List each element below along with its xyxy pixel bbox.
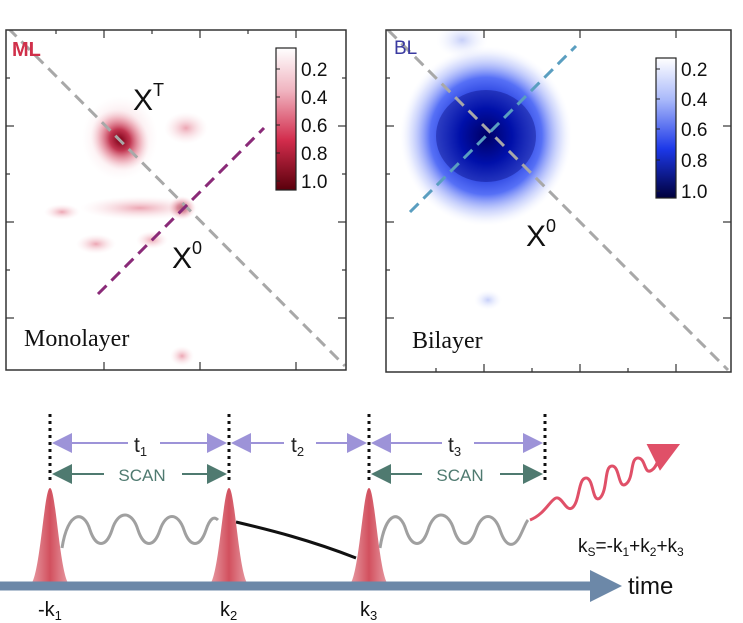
pulse-k3 [349,488,389,585]
svg-text:1.0: 1.0 [301,172,327,193]
pulse-k1 [30,488,70,585]
signal-equation: kS=-k1+k2+k3 [578,536,684,559]
time-label: time [628,573,673,600]
svg-text:0.8: 0.8 [681,151,707,172]
diagonal-line [7,30,346,368]
ml-tag: ML [12,39,41,61]
antidiagonal-line [96,126,266,296]
ml-colorbar [275,47,297,191]
t2-label: t2 [291,434,304,459]
bilayer-panel: BL X0 Bilayer 0.2 0.4 0.6 0.8 1.0 [385,29,732,373]
pulse-sequence: t1 t2 t3 SCAN SCAN time -k1 k2 k3 [0,414,684,623]
monolayer-panel: ML XT X0 Monolayer 0.2 0.4 0.6 0.8 1.0 [5,29,347,371]
coherence-oscillation-2 [378,513,530,549]
scan-label-1: SCAN [118,466,165,485]
monolayer-frame [5,29,347,371]
monolayer-caption: Monolayer [24,326,129,352]
svg-text:1.0: 1.0 [681,182,707,203]
monolayer-ticks [6,30,346,370]
pulse-k2 [209,488,249,585]
t3-label: t3 [448,434,461,459]
bilayer-map [386,30,730,372]
svg-text:0.4: 0.4 [681,90,708,111]
bl-diagonal-line [386,30,730,372]
signal-wave [529,443,681,522]
k2-label: k2 [220,599,237,623]
time-markers [48,414,547,484]
svg-text:0.2: 0.2 [301,60,327,81]
coherence-oscillation-1 [60,513,220,549]
svg-text:0.6: 0.6 [301,116,327,137]
bl-colorbar [655,57,677,199]
ml-colorbar-tickmarks [276,68,280,182]
monolayer-map [7,30,346,368]
bl-x0-label: X0 [526,216,556,253]
svg-text:0.2: 0.2 [681,60,707,81]
ml-colorbar-ticks: 0.2 0.4 0.6 0.8 1.0 [301,60,328,193]
svg-text:0.8: 0.8 [301,144,327,165]
bl-antidiagonal-line [408,44,578,214]
k3-label: k3 [360,599,377,623]
bilayer-ticks [386,30,731,372]
scan-label-2: SCAN [436,466,483,485]
time-axis-arrowhead [590,570,622,602]
ml-x0-label: X0 [172,238,202,275]
k1-label: -k1 [38,599,62,623]
xt-label: XT [133,80,164,117]
bl-colorbar-ticks: 0.2 0.4 0.6 0.8 1.0 [681,60,708,203]
t1-label: t1 [134,434,147,459]
population-line [235,520,357,560]
bl-colorbar-tickmarks [656,68,660,192]
signal-emission [529,443,681,522]
bl-tag: BL [394,38,417,59]
bilayer-caption: Bilayer [412,328,483,354]
bilayer-frame [385,29,732,373]
svg-text:0.6: 0.6 [681,120,707,141]
svg-text:0.4: 0.4 [301,88,328,109]
